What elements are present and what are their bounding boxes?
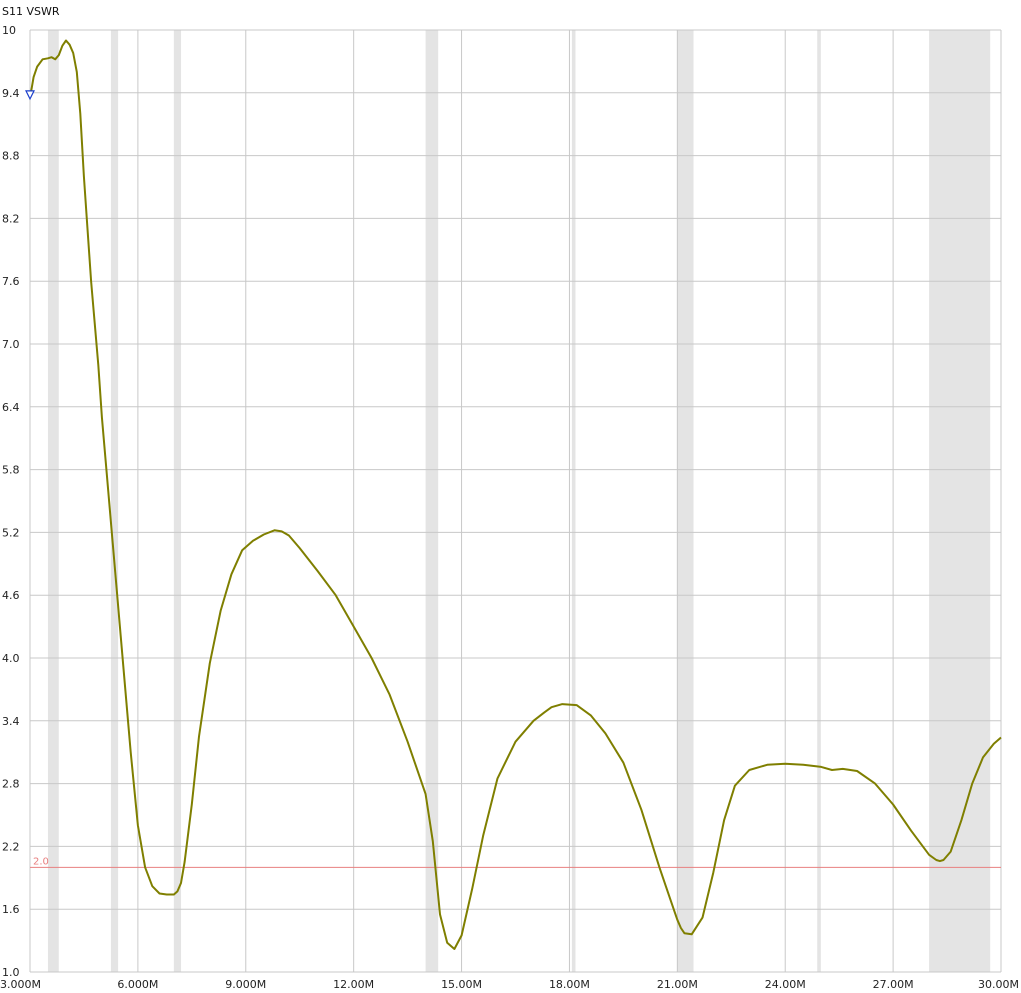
y-tick-label-1: 1.6 xyxy=(2,903,20,916)
y-tick-label-5: 4.0 xyxy=(2,652,20,665)
x-tick-label-6: 21.00M xyxy=(657,978,698,991)
x-tick-label-9: 30.00M xyxy=(978,978,1019,991)
band-1 xyxy=(110,30,119,972)
x-tick-label-4: 15.00M xyxy=(441,978,482,991)
x-tick-label-2: 9.000M xyxy=(225,978,266,991)
x-tick-label-8: 27.00M xyxy=(873,978,914,991)
band-4 xyxy=(571,30,576,972)
y-tick-label-13: 8.8 xyxy=(2,150,20,163)
x-tick-label-1: 6.000M xyxy=(117,978,158,991)
band-2 xyxy=(173,30,182,972)
y-tick-label-2: 2.2 xyxy=(2,840,20,853)
x-tick-label-5: 18.00M xyxy=(549,978,590,991)
y-tick-label-4: 3.4 xyxy=(2,715,20,728)
x-axis-ticks: 3.000M 6.000M 9.000M 12.00M 15.00M 18.00M 21.0… xyxy=(0,978,1019,991)
band-6 xyxy=(817,30,821,972)
reference-line-group: 2.0 xyxy=(30,856,1001,868)
y-tick-label-9: 6.4 xyxy=(2,401,20,414)
x-tick-label-7: 24.00M xyxy=(765,978,806,991)
gridlines-group xyxy=(29,29,1002,973)
y-tick-label-10: 7.0 xyxy=(2,338,20,351)
band-5 xyxy=(677,30,694,972)
chart-title: S11 VSWR xyxy=(2,5,60,18)
y-tick-label-8: 5.8 xyxy=(2,464,20,477)
marker-triangle-icon xyxy=(25,90,35,101)
y-tick-label-3: 2.8 xyxy=(2,778,20,791)
band-3 xyxy=(425,30,439,972)
y-tick-label-6: 4.6 xyxy=(2,589,20,602)
reference-line-label: 2.0 xyxy=(33,856,49,867)
band-shading-group xyxy=(47,30,991,972)
marker-group xyxy=(25,90,35,101)
y-tick-label-7: 5.2 xyxy=(2,526,20,539)
series-group xyxy=(29,39,1002,950)
x-tick-label-3: 12.00M xyxy=(333,978,374,991)
y-tick-label-14: 9.4 xyxy=(2,87,20,100)
y-tick-label-11: 7.6 xyxy=(2,275,20,288)
y-tick-label-0: 1.0 xyxy=(2,966,20,979)
y-tick-label-15: 10 xyxy=(2,24,16,37)
x-tick-label-0: 3.000M xyxy=(0,978,41,991)
y-axis-ticks: 1.0 1.6 2.2 2.8 3.4 4.0 4.6 5.2 5.8 6.4 7.0 7.6 8.2 8… xyxy=(2,24,20,979)
series-line-0 xyxy=(29,39,1002,950)
band-0 xyxy=(47,30,59,972)
y-tick-label-12: 8.2 xyxy=(2,212,20,225)
band-7 xyxy=(929,30,991,972)
